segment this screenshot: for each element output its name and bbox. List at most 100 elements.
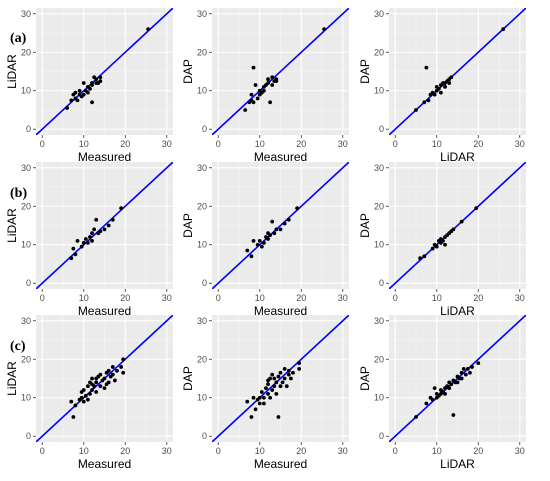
- y-tick-label: 10: [197, 393, 207, 403]
- data-point: [257, 401, 262, 406]
- data-point: [88, 391, 92, 396]
- data-point: [98, 384, 103, 389]
- y-axis-title: DAP: [358, 366, 372, 391]
- data-point: [422, 254, 427, 259]
- y-tick-label: 30: [197, 163, 207, 173]
- data-point: [424, 401, 429, 406]
- data-point: [146, 27, 150, 32]
- y-axis-title: DAP: [181, 59, 195, 84]
- data-point: [459, 370, 464, 375]
- data-point: [272, 376, 277, 381]
- x-tick-label: 0: [40, 293, 45, 303]
- data-point: [90, 238, 94, 243]
- data-point: [268, 100, 273, 105]
- x-axis-title: LiDAR: [440, 304, 475, 318]
- y-tick-label: 20: [21, 354, 31, 364]
- y-tick-label: 30: [21, 163, 31, 173]
- identity-line: [212, 162, 349, 289]
- data-point: [94, 380, 99, 385]
- data-point: [90, 231, 94, 236]
- data-point: [94, 217, 99, 222]
- data-point: [297, 366, 302, 371]
- x-tick-label: 10: [255, 293, 265, 303]
- data-point: [251, 238, 256, 243]
- x-tick-label: 30: [162, 293, 172, 303]
- x-axis-title: Measured: [254, 457, 307, 471]
- data-point: [92, 227, 97, 232]
- data-point: [274, 391, 279, 396]
- x-tick-label: 10: [432, 139, 442, 149]
- row-label-a: (a): [10, 31, 27, 46]
- x-tick-label: 20: [473, 446, 483, 456]
- y-tick-label: 20: [374, 201, 384, 211]
- x-tick-label: 10: [79, 293, 89, 303]
- data-point: [266, 81, 270, 85]
- data-point: [465, 366, 470, 371]
- x-tick-label: 0: [40, 446, 45, 456]
- y-axis-title: DAP: [358, 213, 372, 238]
- data-point: [102, 227, 107, 232]
- data-point: [259, 390, 264, 394]
- data-point: [278, 370, 283, 375]
- data-point: [278, 384, 283, 389]
- data-point: [245, 399, 250, 404]
- identity-line: [36, 8, 173, 135]
- data-point: [270, 219, 275, 224]
- x-tick-label: 30: [515, 446, 525, 456]
- data-point: [81, 399, 86, 404]
- data-point: [88, 86, 92, 91]
- data-point: [432, 92, 437, 97]
- data-point: [455, 380, 460, 385]
- x-tick-label: 10: [432, 293, 442, 303]
- data-point: [106, 368, 111, 373]
- data-point: [77, 88, 82, 93]
- identity-line: [36, 162, 173, 289]
- data-point: [261, 88, 266, 93]
- data-point: [461, 366, 466, 371]
- data-point: [257, 395, 262, 400]
- x-tick-label: 30: [162, 446, 172, 456]
- data-point: [261, 240, 266, 245]
- data-point: [270, 388, 275, 392]
- data-point: [115, 368, 119, 373]
- data-point: [119, 206, 124, 211]
- data-point: [432, 386, 437, 391]
- data-point: [274, 380, 279, 385]
- data-point: [94, 77, 99, 82]
- data-point: [98, 75, 103, 80]
- data-point: [119, 365, 124, 369]
- x-axis-title: LiDAR: [440, 457, 475, 471]
- x-tick-label: 30: [515, 139, 525, 149]
- y-tick-label: 20: [374, 47, 384, 57]
- data-point: [85, 384, 90, 389]
- data-point: [83, 237, 88, 241]
- data-point: [449, 75, 454, 80]
- data-point: [249, 254, 254, 259]
- x-tick-label: 0: [216, 139, 221, 149]
- data-point: [295, 206, 300, 211]
- scatter-panel-2: 0 10 20 30 0 10 20 30 Measured DAP: [181, 8, 349, 164]
- data-point: [414, 108, 418, 112]
- data-point: [102, 376, 107, 381]
- data-point: [268, 395, 273, 400]
- y-tick-label: 0: [202, 124, 207, 134]
- x-tick-label: 30: [338, 139, 348, 149]
- data-point: [449, 382, 454, 387]
- data-point: [112, 378, 117, 383]
- y-tick-label: 0: [202, 431, 207, 441]
- data-point: [430, 246, 435, 251]
- x-axis-title: Measured: [78, 150, 131, 164]
- x-axis-title: Measured: [254, 304, 307, 318]
- data-point: [270, 372, 275, 377]
- x-tick-label: 10: [79, 139, 89, 149]
- y-tick-label: 0: [379, 278, 384, 288]
- x-tick-label: 10: [432, 446, 442, 456]
- x-tick-label: 0: [216, 293, 221, 303]
- data-point: [451, 413, 456, 417]
- data-point: [266, 391, 270, 396]
- y-tick-label: 10: [21, 393, 31, 403]
- data-point: [463, 372, 468, 377]
- data-point: [88, 235, 92, 239]
- row-label-c: (c): [10, 339, 26, 354]
